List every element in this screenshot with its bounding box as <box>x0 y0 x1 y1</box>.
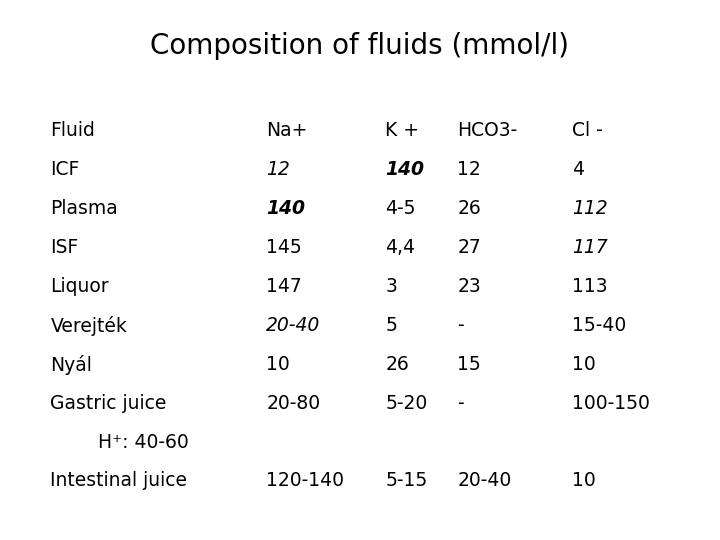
Text: -: - <box>457 316 464 335</box>
Text: 145: 145 <box>266 238 302 257</box>
Text: Cl -: Cl - <box>572 122 603 140</box>
Text: -: - <box>457 394 464 413</box>
Text: 117: 117 <box>572 238 608 257</box>
Text: 12: 12 <box>457 160 481 179</box>
Text: 120-140: 120-140 <box>266 471 344 490</box>
Text: 5: 5 <box>385 316 397 335</box>
Text: 5-15: 5-15 <box>385 471 428 490</box>
Text: 27: 27 <box>457 238 481 257</box>
Text: Plasma: Plasma <box>50 199 118 218</box>
Text: Liquor: Liquor <box>50 277 109 296</box>
Text: 12: 12 <box>266 160 290 179</box>
Text: Na+: Na+ <box>266 122 307 140</box>
Text: 26: 26 <box>385 355 409 374</box>
Text: 10: 10 <box>266 355 290 374</box>
Text: Nyál: Nyál <box>50 355 92 375</box>
Text: 10: 10 <box>572 471 596 490</box>
Text: 112: 112 <box>572 199 608 218</box>
Text: 20-40: 20-40 <box>266 316 320 335</box>
Text: Verejték: Verejték <box>50 316 127 336</box>
Text: 4-5: 4-5 <box>385 199 415 218</box>
Text: HCO3-: HCO3- <box>457 122 518 140</box>
Text: 147: 147 <box>266 277 302 296</box>
Text: Fluid: Fluid <box>50 122 95 140</box>
Text: 20-40: 20-40 <box>457 471 511 490</box>
Text: 4,4: 4,4 <box>385 238 415 257</box>
Text: 3: 3 <box>385 277 397 296</box>
Text: 5-20: 5-20 <box>385 394 428 413</box>
Text: 140: 140 <box>385 160 424 179</box>
Text: 20-80: 20-80 <box>266 394 320 413</box>
Text: 140: 140 <box>266 199 305 218</box>
Text: 113: 113 <box>572 277 608 296</box>
Text: 4: 4 <box>572 160 585 179</box>
Text: 15: 15 <box>457 355 481 374</box>
Text: 23: 23 <box>457 277 481 296</box>
Text: 10: 10 <box>572 355 596 374</box>
Text: H⁺: 40-60: H⁺: 40-60 <box>50 433 189 451</box>
Text: Composition of fluids (mmol/l): Composition of fluids (mmol/l) <box>150 32 570 60</box>
Text: ISF: ISF <box>50 238 78 257</box>
Text: ICF: ICF <box>50 160 80 179</box>
Text: 100-150: 100-150 <box>572 394 650 413</box>
Text: 15-40: 15-40 <box>572 316 626 335</box>
Text: K +: K + <box>385 122 419 140</box>
Text: Intestinal juice: Intestinal juice <box>50 471 187 490</box>
Text: 26: 26 <box>457 199 481 218</box>
Text: Gastric juice: Gastric juice <box>50 394 167 413</box>
